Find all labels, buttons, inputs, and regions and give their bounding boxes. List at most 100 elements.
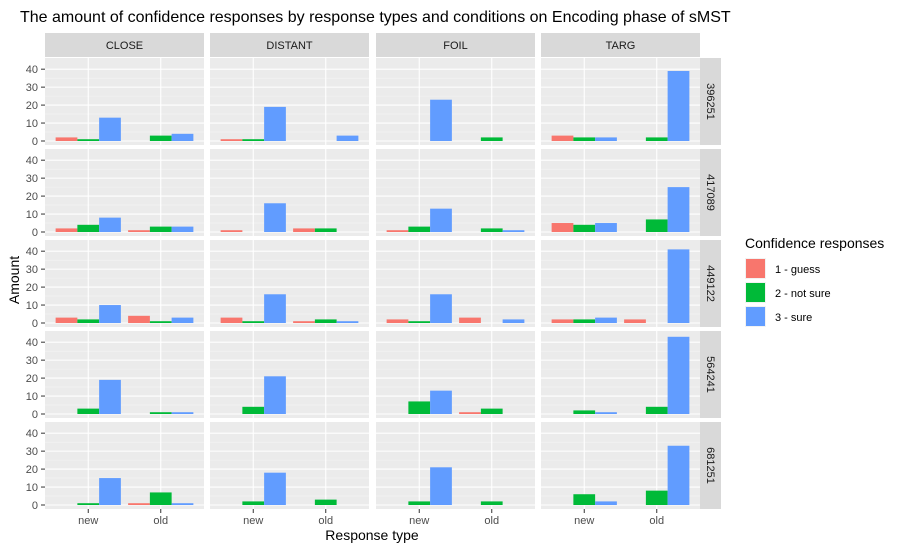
x-axis-title: Response type	[325, 527, 419, 543]
y-tick-label: 10	[26, 482, 38, 494]
bar-417089-foil-new-series3	[430, 208, 452, 232]
y-tick-label: 20	[26, 373, 38, 385]
bar-417089-close-old-series3	[171, 226, 194, 232]
bar-564241-targ-old-series2	[645, 406, 668, 414]
y-tick-label: 30	[26, 82, 38, 94]
bar-449122-distant-old-series2	[314, 319, 337, 323]
y-tick-label: 30	[26, 446, 38, 458]
row-strip-label: 449122	[704, 265, 716, 302]
y-tick-label: 30	[26, 355, 38, 367]
bar-681251-close-old-series3	[171, 503, 194, 505]
panel-background	[376, 240, 535, 327]
bar-396251-close-new-series2	[77, 139, 100, 141]
y-tick-label: 10	[26, 209, 38, 221]
bar-564241-foil-old-series1	[459, 412, 481, 414]
bar-681251-close-new-series2	[77, 503, 100, 505]
panel-background	[45, 240, 204, 327]
column-strip-label: FOIL	[443, 40, 467, 52]
bar-417089-distant-new-series3	[264, 203, 286, 232]
legend-swatch	[746, 307, 765, 326]
bar-449122-foil-new-series1	[386, 319, 409, 323]
x-tick-label: old	[318, 515, 333, 527]
x-tick-label: new	[409, 515, 429, 527]
panel-background	[376, 331, 535, 418]
bar-449122-close-new-series2	[77, 319, 100, 323]
y-tick-label: 30	[26, 264, 38, 276]
legend-label: 2 - not sure	[775, 288, 831, 300]
column-strip-label: TARG	[606, 40, 636, 52]
bar-564241-foil-old-series2	[480, 408, 503, 414]
legend-label: 1 - guess	[775, 264, 821, 276]
bar-417089-foil-old-series3	[502, 230, 525, 232]
bar-564241-targ-new-series2	[573, 410, 596, 414]
y-tick-label: 10	[26, 118, 38, 130]
y-tick-label: 20	[26, 464, 38, 476]
bar-417089-targ-old-series3	[667, 187, 690, 232]
bar-396251-distant-old-series3	[336, 135, 359, 141]
row-strip-label: 417089	[704, 174, 716, 211]
column-strip-close	[45, 33, 204, 57]
column-strip-targ	[541, 33, 700, 57]
x-tick-label: new	[78, 515, 98, 527]
bar-396251-targ-new-series1	[551, 135, 574, 141]
bar-681251-close-old-series2	[149, 492, 172, 505]
bar-681251-targ-new-series2	[573, 494, 596, 505]
legend-swatch	[746, 283, 765, 302]
bar-681251-distant-new-series3	[264, 472, 286, 505]
bar-564241-close-old-series3	[171, 412, 194, 414]
panel-background	[210, 58, 369, 145]
y-tick-label: 20	[26, 191, 38, 203]
bar-449122-close-old-series3	[171, 317, 194, 323]
bar-564241-close-new-series3	[99, 379, 121, 414]
bar-681251-distant-old-series2	[314, 499, 337, 505]
panel-background	[45, 331, 204, 418]
column-strip-foil	[376, 33, 535, 57]
panel-background	[376, 58, 535, 145]
x-tick-label: old	[153, 515, 168, 527]
bar-417089-targ-new-series2	[573, 224, 596, 232]
bar-449122-targ-new-series3	[595, 317, 617, 323]
legend-swatch	[746, 259, 765, 278]
bar-449122-distant-new-series3	[264, 294, 286, 323]
bar-564241-distant-new-series3	[264, 376, 286, 414]
bar-449122-close-new-series1	[55, 317, 78, 323]
y-tick-label: 40	[26, 428, 38, 440]
column-strip-distant	[210, 33, 369, 57]
row-strip-396251	[699, 58, 721, 145]
bar-417089-close-new-series2	[77, 224, 100, 232]
row-strip-label: 564241	[704, 356, 716, 393]
bar-449122-foil-new-series3	[430, 294, 452, 323]
panel-background	[45, 149, 204, 236]
bar-564241-close-old-series2	[149, 412, 172, 414]
bar-396251-targ-new-series2	[573, 137, 596, 141]
bar-417089-targ-new-series1	[551, 223, 574, 232]
y-tick-label: 0	[32, 318, 38, 330]
panel-background	[45, 58, 204, 145]
bar-417089-foil-new-series1	[386, 230, 409, 232]
bar-449122-targ-new-series2	[573, 319, 596, 323]
bar-417089-close-new-series3	[99, 217, 121, 232]
bar-396251-distant-new-series2	[242, 139, 265, 141]
panel-background	[210, 422, 369, 509]
column-strip-label: DISTANT	[266, 40, 313, 52]
column-strip-label: CLOSE	[106, 40, 143, 52]
bar-449122-distant-old-series3	[336, 321, 359, 323]
bar-417089-distant-new-series1	[220, 230, 243, 232]
y-tick-label: 10	[26, 300, 38, 312]
bar-681251-targ-old-series2	[645, 490, 668, 505]
panel-background	[376, 422, 535, 509]
bar-396251-close-old-series2	[149, 135, 172, 141]
chart-title: The amount of confidence responses by re…	[20, 9, 731, 26]
panel-background	[45, 422, 204, 509]
y-tick-label: 20	[26, 282, 38, 294]
bar-449122-close-new-series3	[99, 305, 121, 323]
y-tick-label: 20	[26, 100, 38, 112]
bar-564241-targ-new-series3	[595, 412, 617, 414]
bar-449122-targ-new-series1	[551, 319, 574, 323]
bar-449122-foil-new-series2	[408, 321, 431, 323]
bar-396251-foil-old-series2	[480, 137, 503, 141]
bar-396251-foil-new-series3	[430, 99, 452, 141]
bar-417089-foil-new-series2	[408, 226, 431, 232]
bar-449122-foil-old-series3	[502, 319, 525, 323]
